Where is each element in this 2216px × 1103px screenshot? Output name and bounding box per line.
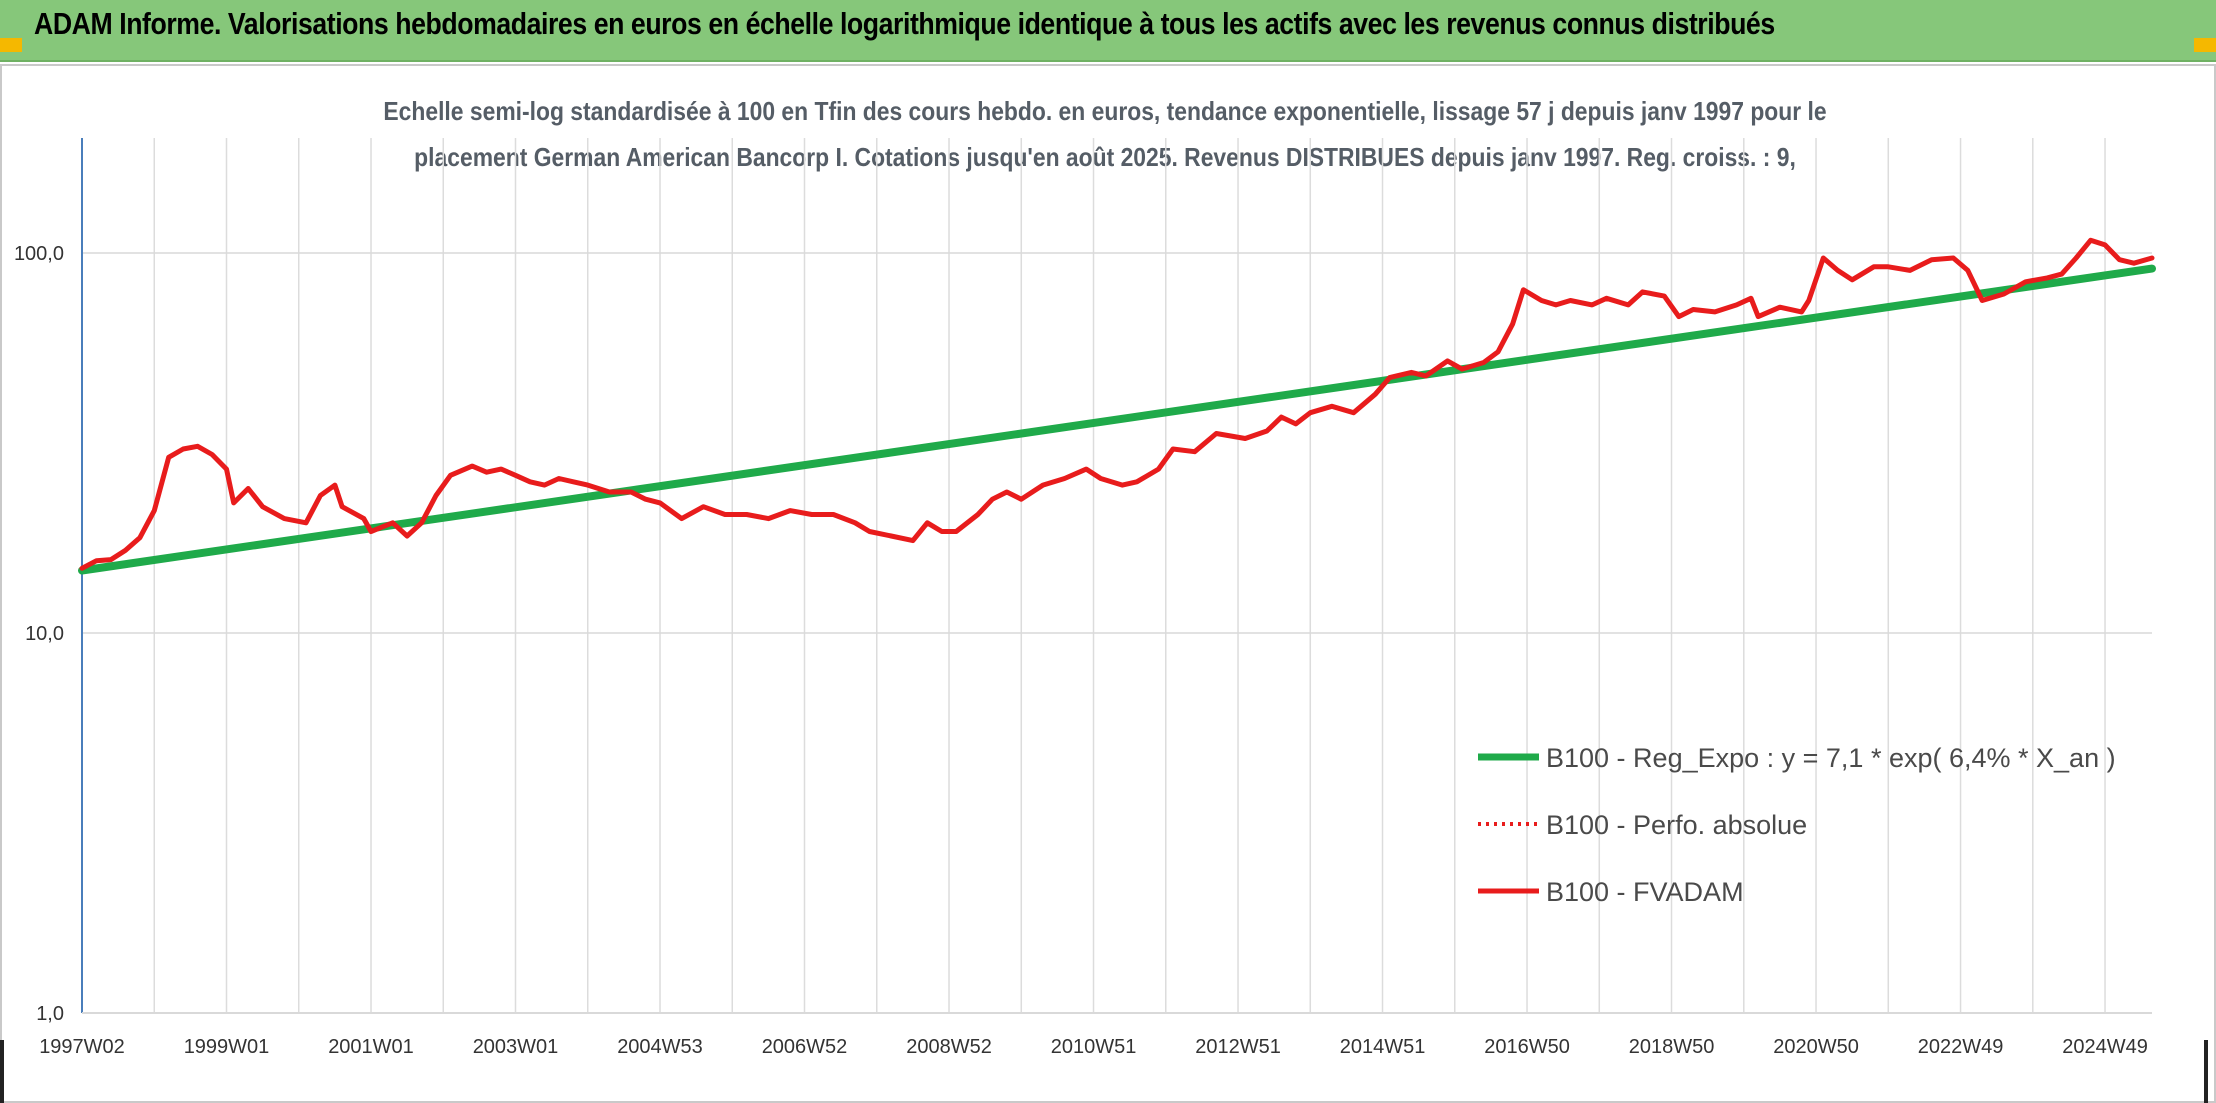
report-title: ADAM Informe. Valorisations hebdomadaire… bbox=[34, 6, 1775, 41]
legend-label-0: B100 - Reg_Expo : y = 7,1 * exp( 6,4% * … bbox=[1546, 743, 2116, 773]
chart-frame bbox=[0, 64, 2216, 1103]
x-tick-label: 2001W01 bbox=[328, 1036, 414, 1058]
x-tick-label: 2016W50 bbox=[1484, 1036, 1570, 1058]
chart-title-line2: placement German American Bancorp I. Cot… bbox=[414, 142, 1796, 172]
frame-edge-right bbox=[2204, 1040, 2208, 1103]
series-layer bbox=[78, 237, 2156, 575]
x-tick-label: 2024W49 bbox=[2062, 1036, 2148, 1058]
legend-label-2: B100 - FVADAM bbox=[1546, 877, 1744, 907]
x-tick-label: 2012W51 bbox=[1195, 1036, 1281, 1058]
series-line-2 bbox=[79, 237, 2155, 571]
series-line-0 bbox=[78, 264, 2156, 575]
report-header: ADAM Informe. Valorisations hebdomadaire… bbox=[0, 0, 2216, 62]
x-tick-label: 2010W51 bbox=[1051, 1036, 1137, 1058]
x-tick-label: 2004W53 bbox=[617, 1036, 703, 1058]
x-tick-label: 2020W50 bbox=[1773, 1036, 1859, 1058]
x-tick-label: 2003W01 bbox=[473, 1036, 559, 1058]
x-tick-label: 1997W02 bbox=[39, 1036, 125, 1058]
chart-title-line1: Echelle semi-log standardisée à 100 en T… bbox=[383, 96, 1827, 126]
y-tick-label: 10,0 bbox=[25, 623, 64, 645]
legend-label-1: B100 - Perfo. absolue bbox=[1546, 810, 1807, 840]
axes: 100,0 10,0 1,0 1997W02 1999W01 2001W01 2003W01… bbox=[14, 138, 2152, 1058]
grid-lines bbox=[82, 138, 2152, 1014]
x-tick-label: 2006W52 bbox=[762, 1036, 848, 1058]
y-tick-label: 1,0 bbox=[36, 1003, 64, 1025]
y-tick-label: 100,0 bbox=[14, 243, 64, 265]
corner-marker-right bbox=[2194, 38, 2216, 52]
x-tick-label: 2008W52 bbox=[906, 1036, 992, 1058]
x-tick-label: 2014W51 bbox=[1340, 1036, 1426, 1058]
x-tick-label: 1999W01 bbox=[184, 1036, 270, 1058]
frame-edge-left bbox=[0, 1040, 4, 1103]
legend: B100 - Reg_Expo : y = 7,1 * exp( 6,4% * … bbox=[1478, 743, 2116, 907]
corner-marker-left bbox=[0, 38, 22, 52]
x-tick-label: 2018W50 bbox=[1629, 1036, 1715, 1058]
x-tick-label: 2022W49 bbox=[1918, 1036, 2004, 1058]
